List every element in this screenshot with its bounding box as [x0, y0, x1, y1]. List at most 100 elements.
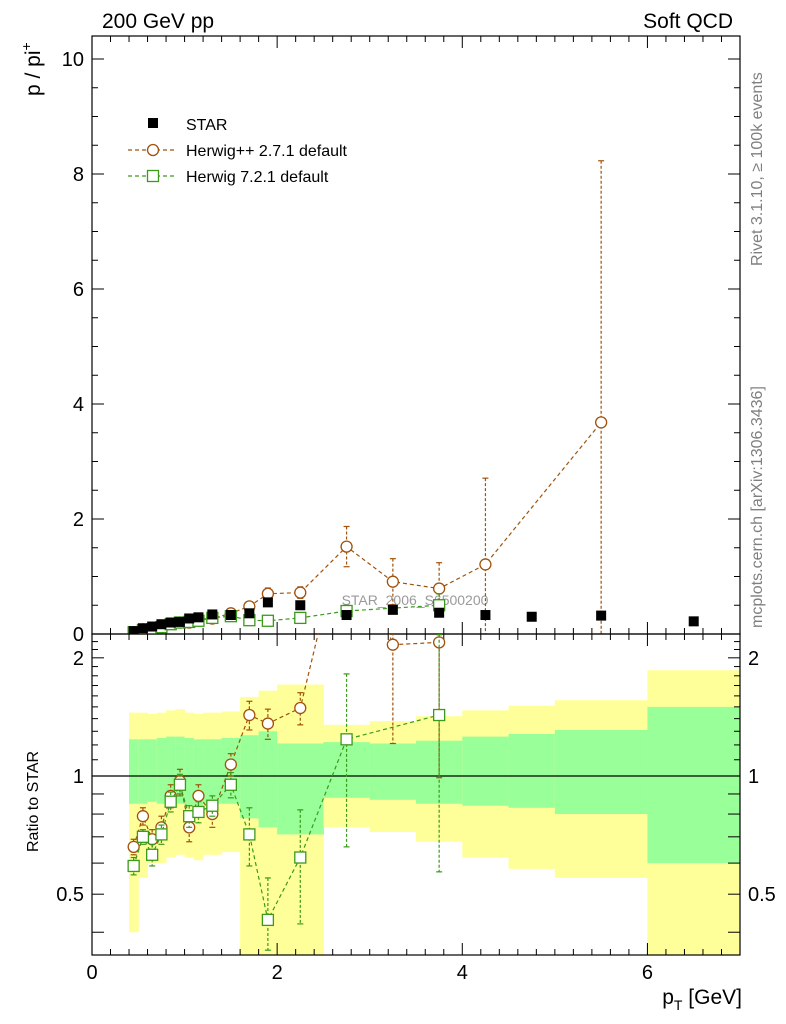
band-inner-bin: [147, 739, 158, 802]
main-ylabel-sup: +: [18, 42, 34, 50]
main-point-star: [225, 610, 236, 621]
legend-herwigpp-label: Herwig++ 2.7.1 default: [186, 143, 348, 160]
main-point-star: [596, 610, 607, 621]
legend-star-marker: [148, 118, 158, 128]
ratio-ylabel: Ratio to STAR: [25, 751, 42, 852]
main-ylabel-base: p / pi: [22, 50, 45, 96]
legend-herwig7-label: Herwig 7.2.1 default: [186, 169, 329, 186]
ratio-point-herwig7: [127, 859, 140, 873]
band-inner-bin: [184, 737, 195, 806]
main-point-star: [184, 613, 195, 624]
main-point-herwigpp: [479, 558, 492, 571]
watermark: STAR_2006_S6500200: [342, 592, 489, 608]
legend-herwigpp-marker: [146, 143, 160, 157]
main-point-herwigpp: [386, 575, 400, 588]
ratio-panel: 0 2 4 60.5 0.51 12 2: [56, 510, 776, 984]
legend-entry-herwig7: Herwig 7.2.1 default: [128, 169, 329, 186]
main-point-star: [688, 616, 699, 627]
ratio-ytick-label-left: 0.5: [56, 884, 84, 906]
ratio-point-herwig7: [136, 830, 150, 843]
ratio-ytick-label-right: 2: [748, 648, 759, 670]
main-point-herwigpp: [340, 540, 353, 553]
main-point-star: [295, 600, 306, 611]
main-point-star: [147, 621, 158, 632]
xtick-label: 2: [272, 962, 283, 984]
band-inner-bin: [138, 739, 149, 804]
xlabel-sub: T: [674, 997, 683, 1013]
band-inner-bin: [156, 737, 167, 804]
band-inner-bin: [193, 739, 204, 806]
legend-entry-herwigpp: Herwig++ 2.7.1 default: [128, 143, 348, 160]
legend: STAR Herwig++ 2.7.1 default Herwig 7.2.1…: [128, 117, 348, 186]
main-point-star: [244, 608, 255, 619]
ratio-frame: [91, 633, 741, 956]
main-point-herwig7: [261, 614, 275, 627]
main-point-star: [387, 604, 398, 615]
main-ytick-label: 10: [62, 49, 84, 71]
main-point-star: [341, 610, 352, 621]
legend-entry-star: STAR: [148, 117, 227, 134]
ratio-point-herwig7: [192, 805, 205, 819]
xtick-label: 4: [457, 962, 468, 984]
band-inner-bin: [554, 729, 648, 815]
ratio-ytick-label-left: 2: [73, 648, 84, 670]
band-inner-bin: [240, 735, 260, 819]
ratio-point-herwig7: [206, 799, 219, 812]
main-point-herwigpp: [594, 416, 608, 429]
title-right: Soft QCD: [643, 10, 733, 33]
main-point-star: [165, 617, 176, 628]
band-inner-bin: [129, 739, 139, 804]
main-ytick-label: 2: [73, 509, 84, 531]
main-ytick-label: 0: [73, 624, 84, 646]
band-inner-bin: [647, 706, 740, 864]
ratio-point-herwig7: [432, 708, 446, 722]
ratio-point-herwig7: [261, 913, 275, 927]
ratio-point-herwigpp: [386, 638, 400, 651]
mcplots-label: mcplots.cern.ch [arXiv:1306.3436]: [749, 386, 766, 628]
main-point-star: [480, 610, 491, 621]
ratio-ytick-label-right: 1: [748, 766, 759, 788]
ratio-point-herwigpp: [127, 840, 140, 854]
ratio-point-herwigpp: [294, 701, 307, 715]
ratio-series-herwig7: [127, 634, 446, 951]
main-point-star: [434, 607, 445, 618]
band-inner-bin: [203, 739, 223, 804]
ratio-point-herwig7: [164, 795, 177, 808]
ratio-ytick-label-right: 0.5: [748, 884, 776, 906]
band-inner-bin: [508, 733, 556, 808]
main-ylabel: p / pi+: [18, 42, 45, 96]
main-point-star: [193, 612, 204, 623]
band-inner-bin: [462, 736, 510, 806]
main-point-star: [262, 597, 273, 608]
ratio-point-herwigpp: [341, 510, 352, 521]
ratio-point-herwigpp: [224, 758, 238, 771]
band-inner-bin: [369, 743, 417, 800]
main-ytick-label: 6: [73, 279, 84, 301]
xlabel: pT [GeV]: [662, 986, 742, 1013]
main-point-herwigpp: [432, 582, 446, 595]
band-inner-bin: [258, 731, 278, 828]
main-series-herwigpp: [127, 160, 608, 634]
main-panel: 0 2 4 6 8 10: [62, 35, 741, 646]
ratio-point-herwig7: [224, 778, 238, 791]
main-point-herwig7: [294, 611, 307, 625]
main-point-star: [174, 616, 185, 627]
main-point-star: [526, 611, 537, 622]
ratio-point-herwigpp: [192, 789, 205, 803]
xlabel-unit: [GeV]: [682, 986, 742, 1009]
band-inner-bin: [166, 736, 176, 804]
band-outer-bin: [129, 712, 139, 933]
ratio-point-herwigpp: [136, 810, 150, 823]
ratio-point-herwig7: [155, 828, 168, 841]
legend-star-label: STAR: [186, 117, 227, 134]
main-point-star: [137, 623, 148, 634]
ratio-point-herwig7: [173, 778, 187, 791]
main-series-star: [128, 597, 699, 634]
main-ytick-label: 8: [73, 164, 84, 186]
title-left: 200 GeV pp: [102, 10, 214, 33]
ratio-ytick-label-left: 1: [73, 766, 84, 788]
xtick-label: 0: [86, 962, 97, 984]
main-point-herwigpp: [294, 586, 307, 599]
band-inner-bin: [277, 743, 324, 835]
